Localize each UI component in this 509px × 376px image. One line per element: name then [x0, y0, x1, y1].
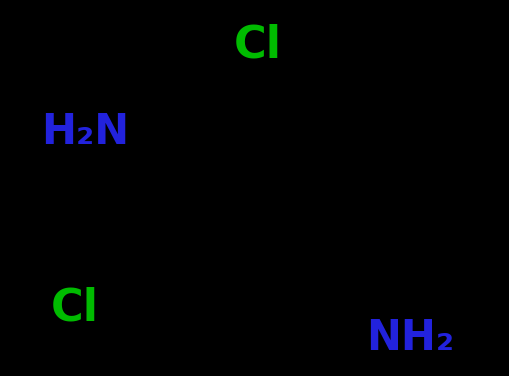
- Text: H₂N: H₂N: [41, 111, 129, 153]
- Text: Cl: Cl: [234, 24, 282, 67]
- Text: NH₂: NH₂: [366, 317, 455, 359]
- Text: Cl: Cl: [51, 287, 99, 330]
